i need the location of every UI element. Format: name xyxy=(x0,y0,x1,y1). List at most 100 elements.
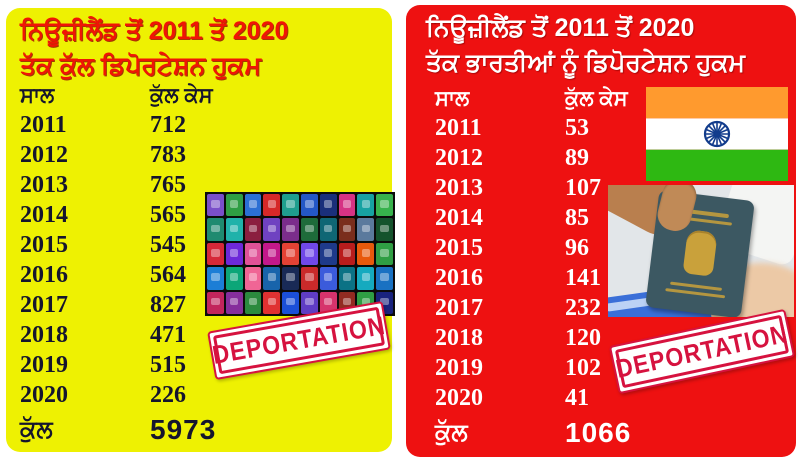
passport-cover xyxy=(282,242,299,266)
table-row: 2011 53 xyxy=(435,113,685,143)
cases-cell: 120 xyxy=(565,324,601,351)
passport-cover xyxy=(300,267,318,290)
table-row: 2016 141 xyxy=(435,263,685,293)
passport-cover xyxy=(263,242,281,266)
cases-cell: 783 xyxy=(150,141,186,168)
cases-cell: 41 xyxy=(565,384,589,411)
passport-cover xyxy=(207,291,224,314)
passport-cover xyxy=(225,194,243,217)
year-cell: 2017 xyxy=(435,294,483,321)
table-row: 2016 564 xyxy=(20,260,270,290)
passport-cover xyxy=(319,242,337,266)
passports-collage-image xyxy=(205,192,395,316)
passport-cover xyxy=(244,267,262,290)
total-label: ਕੁੱਲ xyxy=(20,416,53,443)
cases-cell: 96 xyxy=(565,234,589,261)
passport-cover xyxy=(263,267,281,290)
right-table-header: ਸਾਲ ਕੁੱਲ ਕੇਸ xyxy=(435,85,685,113)
panel-nz-indian-deportations: ਨਿਊਜ਼ੀਲੈਂਡ ਤੋਂ 2011 ਤੋਂ 2020 ਤੱਕ ਭਾਰਤੀਆਂ… xyxy=(406,5,796,457)
passport-cover xyxy=(338,242,356,266)
cases-cell: 89 xyxy=(565,144,589,171)
table-row: 2018 120 xyxy=(435,323,685,353)
year-cell: 2013 xyxy=(20,171,68,198)
passport-cover xyxy=(225,242,243,266)
passport-cover xyxy=(282,218,299,241)
year-cell: 2020 xyxy=(435,384,483,411)
passport-cover xyxy=(207,218,224,241)
table-row: 2011 712 xyxy=(20,110,270,140)
passport-cover xyxy=(357,242,375,266)
total-value: 5973 xyxy=(150,414,217,445)
year-cell: 2011 xyxy=(435,114,482,141)
year-cell: 2019 xyxy=(20,351,68,378)
table-row: 2017 827 xyxy=(20,290,270,320)
cases-cell: 515 xyxy=(150,351,186,378)
year-cell: 2016 xyxy=(435,264,483,291)
passport-cover xyxy=(357,194,375,217)
year-cell: 2011 xyxy=(20,111,67,138)
year-cell: 2012 xyxy=(435,144,483,171)
passport-cover xyxy=(376,218,393,241)
right-title-line2: ਤੱਕ ਭਾਰਤੀਆਂ ਨੂੰ ਡਿਪੋਰਟੇਸ਼ਨ ਹੁਕਮ xyxy=(426,49,745,77)
left-panel-title: ਨਿਊਜ਼ੀਲੈਂਡ ਤੋਂ 2011 ਤੋਂ 2020 ਤੱਕ ਕੁੱਲ ਡਿ… xyxy=(20,14,384,84)
passport-cover xyxy=(376,194,393,217)
passport-cover xyxy=(338,267,356,290)
passport-cover xyxy=(225,291,243,314)
passport-cover xyxy=(282,291,299,314)
right-panel-title: ਨਿਊਜ਼ੀਲੈਂਡ ਤੋਂ 2011 ਤੋਂ 2020 ਤੱਕ ਭਾਰਤੀਆਂ… xyxy=(426,11,788,81)
panel-nz-total-deportations: ਨਿਊਜ਼ੀਲੈਂਡ ਤੋਂ 2011 ਤੋਂ 2020 ਤੱਕ ਕੁੱਲ ਡਿ… xyxy=(6,8,395,452)
left-total-row: ਕੁੱਲ 5973 xyxy=(20,412,270,448)
table-row: 2019 515 xyxy=(20,350,270,380)
table-row: 2018 471 xyxy=(20,320,270,350)
passport-cover xyxy=(263,218,281,241)
table-row: 2012 89 xyxy=(435,143,685,173)
passport-cover xyxy=(357,218,375,241)
cases-cell: 565 xyxy=(150,201,186,228)
passport-cover xyxy=(207,194,224,217)
year-cell: 2013 xyxy=(435,174,483,201)
year-cell: 2014 xyxy=(20,201,68,228)
year-cell: 2016 xyxy=(20,261,68,288)
table-row: 2020 41 xyxy=(435,383,685,413)
right-total-row: ਕੁੱਲ 1066 xyxy=(435,415,685,451)
passport-cover xyxy=(319,218,337,241)
cases-cell: 53 xyxy=(565,114,589,141)
table-row: 2014 85 xyxy=(435,203,685,233)
passport-cover xyxy=(376,242,393,266)
left-col-year: ਸਾਲ xyxy=(20,84,55,107)
cases-cell: 712 xyxy=(150,111,186,138)
year-cell: 2018 xyxy=(435,324,483,351)
table-row: 2013 107 xyxy=(435,173,685,203)
year-cell: 2019 xyxy=(435,354,483,381)
cases-cell: 85 xyxy=(565,204,589,231)
passport-cover xyxy=(244,218,262,241)
year-cell: 2014 xyxy=(435,204,483,231)
table-row: 2020 226 xyxy=(20,380,270,410)
passport-cover xyxy=(338,194,356,217)
cases-cell: 545 xyxy=(150,231,186,258)
cases-cell: 232 xyxy=(565,294,601,321)
total-value: 1066 xyxy=(565,417,632,448)
passport-cover xyxy=(244,291,262,314)
passport-grid xyxy=(207,194,393,314)
passport-cover xyxy=(376,267,393,290)
cases-cell: 827 xyxy=(150,291,186,318)
year-cell: 2012 xyxy=(20,141,68,168)
cases-cell: 226 xyxy=(150,381,186,408)
passport-cover xyxy=(263,291,281,314)
passport-cover xyxy=(207,267,224,290)
year-cell: 2018 xyxy=(20,321,68,348)
year-cell: 2015 xyxy=(435,234,483,261)
passport-cover xyxy=(244,194,262,217)
cases-cell: 141 xyxy=(565,264,601,291)
passport-cover xyxy=(263,194,281,217)
passport-cover xyxy=(357,267,375,290)
india-flag-svg xyxy=(646,87,788,181)
ashoka-chakra-icon xyxy=(703,120,731,148)
passport-cover xyxy=(338,218,356,241)
left-title-line2: ਤੱਕ ਕੁੱਲ ਡਿਪੋਰਟੇਸ਼ਨ ਹੁਕਮ xyxy=(20,52,261,80)
left-title-line1: ਨਿਊਜ਼ੀਲੈਂਡ ਤੋਂ 2011 ਤੋਂ 2020 xyxy=(20,17,289,45)
cases-cell: 102 xyxy=(565,354,601,381)
table-row: 2019 102 xyxy=(435,353,685,383)
